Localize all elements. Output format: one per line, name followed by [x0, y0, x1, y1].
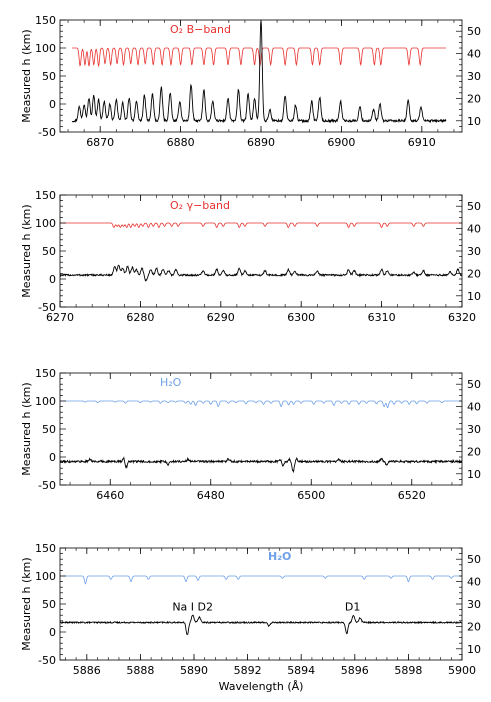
- reference-spectrum-line: [72, 47, 446, 68]
- y2-tick-label: 40: [467, 401, 481, 414]
- x-tick-label: 5896: [341, 664, 369, 677]
- measured-series-line: [71, 20, 447, 124]
- y2-tick-label: 30: [467, 245, 481, 258]
- plot-area: [60, 575, 462, 635]
- y2-tick-label: 40: [467, 48, 481, 61]
- x-tick-label: 6520: [398, 489, 426, 502]
- plot-frame: [59, 19, 463, 133]
- band-annotation: H₂O: [268, 550, 291, 563]
- y-tick-label: 150: [35, 14, 56, 27]
- y2-tick-label: 10: [467, 468, 481, 481]
- reference-spectrum-line: [60, 575, 462, 585]
- y-tick-label: -50: [38, 479, 56, 492]
- line-label: Na I D2: [172, 601, 213, 614]
- y2-tick-label: 20: [467, 620, 481, 633]
- y2-tick-label: 50: [467, 378, 481, 391]
- plot-area: [60, 222, 462, 282]
- y2-tick-label: 50: [467, 200, 481, 213]
- y-axis-title: Measured h (km): [20, 29, 33, 122]
- y2-tick-label: 30: [467, 70, 481, 83]
- plot-frame: [59, 194, 463, 308]
- x-axis-title: Wavelength (Å): [219, 680, 304, 693]
- y2-tick-label: 20: [467, 92, 481, 105]
- y2-tick-label: 50: [467, 25, 481, 38]
- x-tick-label: 6270: [46, 311, 74, 324]
- x-tick-label: 6870: [86, 136, 114, 149]
- reference-spectrum-line: [60, 400, 462, 408]
- x-tick-label: 6280: [126, 311, 154, 324]
- x-tick-label: 6910: [408, 136, 436, 149]
- x-tick-label: 5886: [73, 664, 101, 677]
- y-tick-label: -50: [38, 301, 56, 314]
- line-label: D1: [345, 601, 360, 614]
- x-tick-label: 5892: [234, 664, 262, 677]
- y-tick-label: 150: [35, 367, 56, 380]
- plot-area: [71, 20, 447, 124]
- y-tick-label: -50: [38, 654, 56, 667]
- y2-tick-label: 10: [467, 290, 481, 303]
- y2-tick-label: 30: [467, 423, 481, 436]
- x-tick-label: 5898: [394, 664, 422, 677]
- y-tick-label: 50: [42, 245, 56, 258]
- y-tick-label: 50: [42, 598, 56, 611]
- x-tick-label: 6320: [448, 311, 476, 324]
- y-tick-label: 0: [49, 98, 56, 111]
- chart-panel-2: 6270 6280 6290 6300 6310 6320 -50 0 50 100 150 10 20…: [20, 189, 481, 324]
- x-tick-label: 6310: [368, 311, 396, 324]
- y-tick-label: 100: [35, 217, 56, 230]
- x-tick-label: 6300: [287, 311, 315, 324]
- y-tick-label: 0: [49, 451, 56, 464]
- y-tick-label: 50: [42, 423, 56, 436]
- y-tick-label: 0: [49, 626, 56, 639]
- chart-panel-1: 6870 6880 6890 6900 6910 -50 0 50 100 150 10 20 30 40…: [20, 14, 481, 149]
- x-tick-label: 6480: [197, 489, 225, 502]
- y2-tick-label: 40: [467, 223, 481, 236]
- band-annotation: O₂ γ−band: [170, 199, 230, 212]
- x-tick-label: 6900: [327, 136, 355, 149]
- chart-panel-3: 6460 6480 6500 6520 -50 0 50 100 150 10 20 30 40 50 Me…: [20, 367, 481, 502]
- measured-series-line: [60, 614, 462, 635]
- y2-tick-label: 10: [467, 643, 481, 656]
- plot-frame: [59, 372, 463, 486]
- y2-tick-label: 50: [467, 553, 481, 566]
- band-annotation: O₂ B−band: [170, 23, 231, 36]
- reference-spectrum-line: [60, 222, 462, 229]
- measured-series-line: [60, 456, 462, 474]
- y-tick-label: 0: [49, 273, 56, 286]
- y2-tick-label: 10: [467, 115, 481, 128]
- x-tick-label: 6890: [247, 136, 275, 149]
- y-tick-label: 100: [35, 395, 56, 408]
- chart-panel-4: 5886 5888 5890 5892 5894 5896 5898 5900 -50 0 50 10…: [20, 542, 481, 693]
- x-tick-label: 5900: [448, 664, 476, 677]
- x-tick-label: 6290: [207, 311, 235, 324]
- measured-series-line: [60, 264, 462, 282]
- y-tick-label: 150: [35, 542, 56, 555]
- plot-area: [60, 400, 462, 474]
- y-tick-label: 100: [35, 42, 56, 55]
- y2-tick-label: 20: [467, 267, 481, 280]
- y-axis-title: Measured h (km): [20, 382, 33, 475]
- x-tick-label: 5890: [180, 664, 208, 677]
- x-tick-label: 6500: [297, 489, 325, 502]
- x-tick-label: 6880: [167, 136, 195, 149]
- x-tick-label: 5894: [287, 664, 315, 677]
- y-tick-label: 50: [42, 70, 56, 83]
- y-axis-title: Measured h (km): [20, 204, 33, 297]
- band-annotation: H₂O: [160, 376, 182, 389]
- y-tick-label: 100: [35, 570, 56, 583]
- y-tick-label: -50: [38, 126, 56, 139]
- x-tick-label: 5888: [126, 664, 154, 677]
- y2-tick-label: 40: [467, 576, 481, 589]
- plot-frame: [59, 547, 463, 661]
- x-tick-label: 6460: [96, 489, 124, 502]
- y-axis-title: Measured h (km): [20, 557, 33, 650]
- y2-tick-label: 20: [467, 445, 481, 458]
- y2-tick-label: 30: [467, 598, 481, 611]
- y-tick-label: 150: [35, 189, 56, 202]
